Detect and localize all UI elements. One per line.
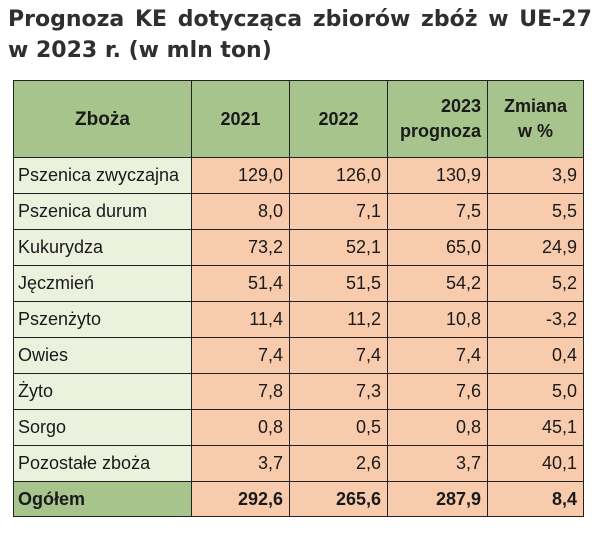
title-line-1: Prognoza KE dotycząca zbiorów zbóż w UE-… [8,4,592,35]
table-row: Pozostałe zboża 3,7 2,6 3,7 40,1 [13,445,584,482]
total-change: 8,4 [487,481,584,517]
total-2022: 265,6 [289,481,388,517]
value-2023: 10,8 [387,301,488,338]
value-2023: 3,7 [387,445,488,482]
total-2023: 287,9 [387,481,488,517]
header-2022: 2022 [289,80,388,158]
value-2021: 11,4 [191,301,290,338]
value-change: 45,1 [487,409,584,446]
value-2021: 7,4 [191,337,290,374]
title-word: Prognoza [8,7,125,32]
title-word: UE-27 [519,7,592,32]
value-2021: 7,8 [191,373,290,410]
value-2021: 51,4 [191,265,290,302]
table-row: Pszenica durum 8,0 7,1 7,5 5,5 [13,193,584,230]
header-2023-year: 2023 [440,96,481,116]
value-2021: 73,2 [191,229,290,266]
page-title: Prognoza KE dotycząca zbiorów zbóż w UE-… [8,4,592,66]
table-header-row: Zboża 2021 2022 2023 prognoza Zmiana w % [13,80,584,158]
value-change: 5,5 [487,193,584,230]
header-2023-forecast-label: prognoza [400,121,481,141]
header-2023-forecast: 2023 prognoza [387,80,488,158]
table-row: Sorgo 0,8 0,5 0,8 45,1 [13,409,584,446]
table-row: Żyto 7,8 7,3 7,6 5,0 [13,373,584,410]
table-row: Pszenżyto 11,4 11,2 10,8 -3,2 [13,301,584,338]
header-2021: 2021 [191,80,290,158]
value-2023: 0,8 [387,409,488,446]
value-2021: 8,0 [191,193,290,230]
value-change: 40,1 [487,445,584,482]
crop-name: Pozostałe zboża [13,445,192,482]
crop-name: Pszenica zwyczajna [13,157,192,194]
title-word: zbóż [421,7,478,32]
value-2022: 11,2 [289,301,388,338]
table-row: Owies 7,4 7,4 7,4 0,4 [13,337,584,374]
total-row: Ogółem 292,6 265,6 287,9 8,4 [13,481,584,517]
grain-harvest-table: Zboża 2021 2022 2023 prognoza Zmiana w %… [13,80,584,517]
value-2023: 7,6 [387,373,488,410]
value-change: 0,4 [487,337,584,374]
title-word: KE [134,7,168,32]
title-word: w [488,7,509,32]
value-2022: 7,4 [289,337,388,374]
crop-name: Owies [13,337,192,374]
value-2022: 7,1 [289,193,388,230]
value-2021: 3,7 [191,445,290,482]
value-2022: 7,3 [289,373,388,410]
header-change: Zmiana w % [487,80,584,158]
title-line-2: w 2023 r. (w mln ton) [8,38,272,63]
title-word: zbiorów [312,7,411,32]
table-row: Jęczmień 51,4 51,5 54,2 5,2 [13,265,584,302]
value-2022: 51,5 [289,265,388,302]
value-change: 3,9 [487,157,584,194]
value-2023: 7,4 [387,337,488,374]
value-2023: 7,5 [387,193,488,230]
total-label: Ogółem [13,481,192,517]
crop-name: Sorgo [13,409,192,446]
value-change: 5,0 [487,373,584,410]
value-2021: 129,0 [191,157,290,194]
crop-name: Kukurydza [13,229,192,266]
title-word: dotycząca [177,7,303,32]
value-change: -3,2 [487,301,584,338]
value-2023: 130,9 [387,157,488,194]
value-2022: 52,1 [289,229,388,266]
value-2022: 126,0 [289,157,388,194]
header-crop: Zboża [13,80,192,158]
value-2023: 65,0 [387,229,488,266]
value-2021: 0,8 [191,409,290,446]
header-change-label: Zmiana [503,96,568,116]
header-change-unit: w % [517,121,553,141]
total-2021: 292,6 [191,481,290,517]
value-2022: 2,6 [289,445,388,482]
crop-name: Pszenica durum [13,193,192,230]
crop-name: Żyto [13,373,192,410]
table-row: Pszenica zwyczajna 129,0 126,0 130,9 3,9 [13,157,584,194]
crop-name: Jęczmień [13,265,192,302]
value-change: 5,2 [487,265,584,302]
value-2022: 0,5 [289,409,388,446]
value-change: 24,9 [487,229,584,266]
table-row: Kukurydza 73,2 52,1 65,0 24,9 [13,229,584,266]
value-2023: 54,2 [387,265,488,302]
crop-name: Pszenżyto [13,301,192,338]
